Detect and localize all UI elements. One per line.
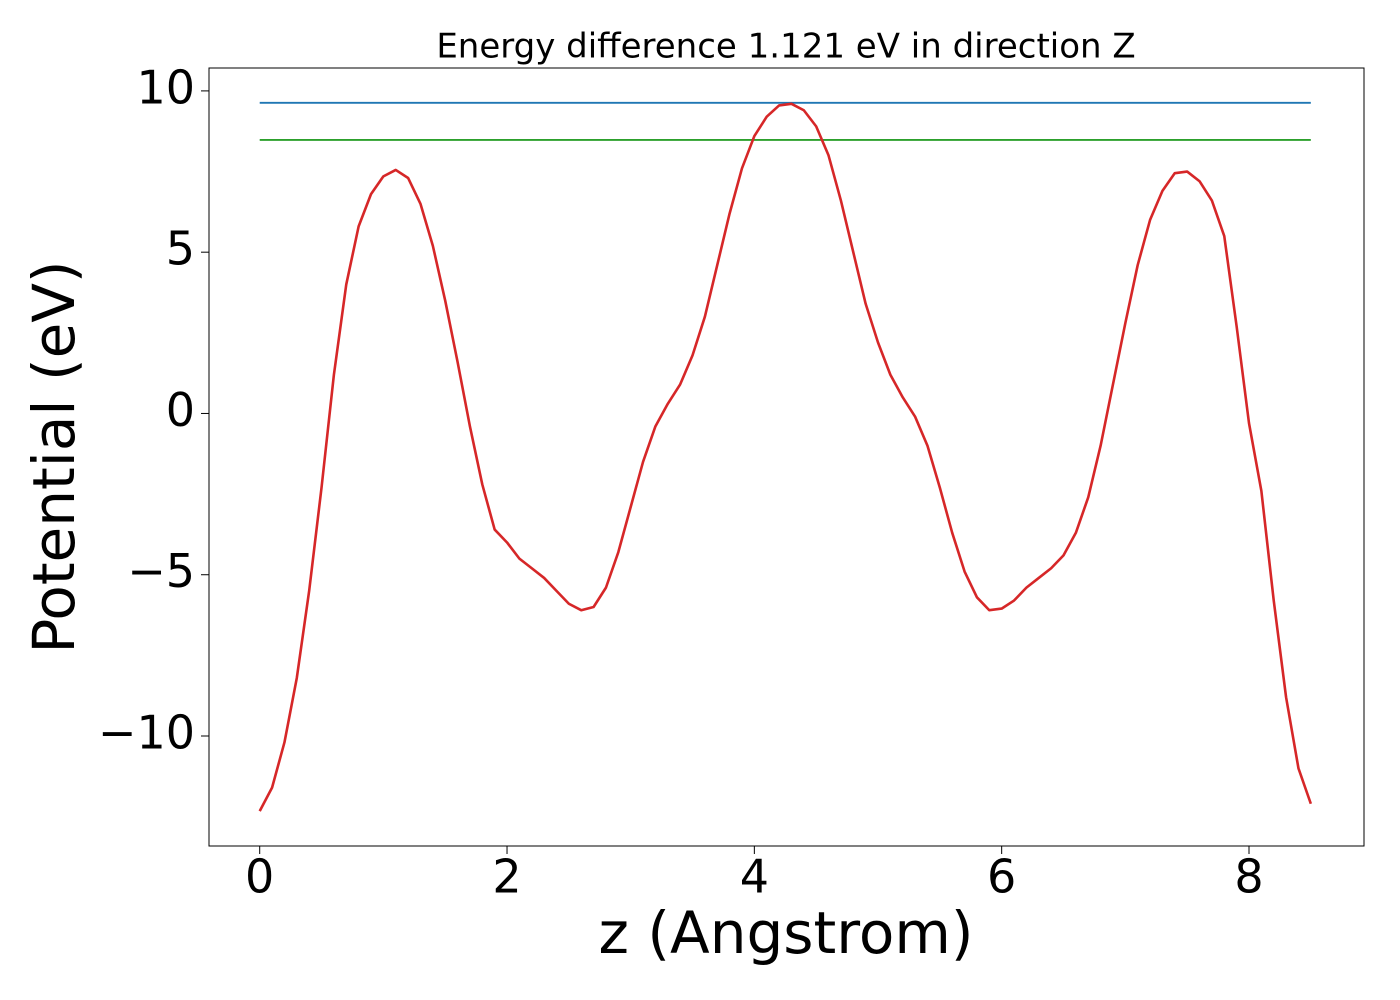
x-tick-label: 4 xyxy=(740,850,769,904)
x-tick-label: 2 xyxy=(492,850,521,904)
y-tick-label: −5 xyxy=(127,544,195,598)
x-tick-label: 0 xyxy=(245,850,274,904)
y-tick-label: −10 xyxy=(98,706,195,760)
plot-frame xyxy=(208,67,1365,847)
y-tick-label: 10 xyxy=(136,60,195,114)
x-tick-label: 6 xyxy=(987,850,1016,904)
chart-title: Energy difference 1.121 eV in direction … xyxy=(436,27,1135,67)
y-tick-label: 5 xyxy=(166,222,195,276)
y-axis-label: Potential (eV) xyxy=(20,260,88,653)
x-tick-label: 8 xyxy=(1234,850,1263,904)
x-axis-label: z (Angstrom) xyxy=(599,899,974,967)
y-tick-label: 0 xyxy=(166,383,195,437)
data-line xyxy=(258,102,1313,812)
